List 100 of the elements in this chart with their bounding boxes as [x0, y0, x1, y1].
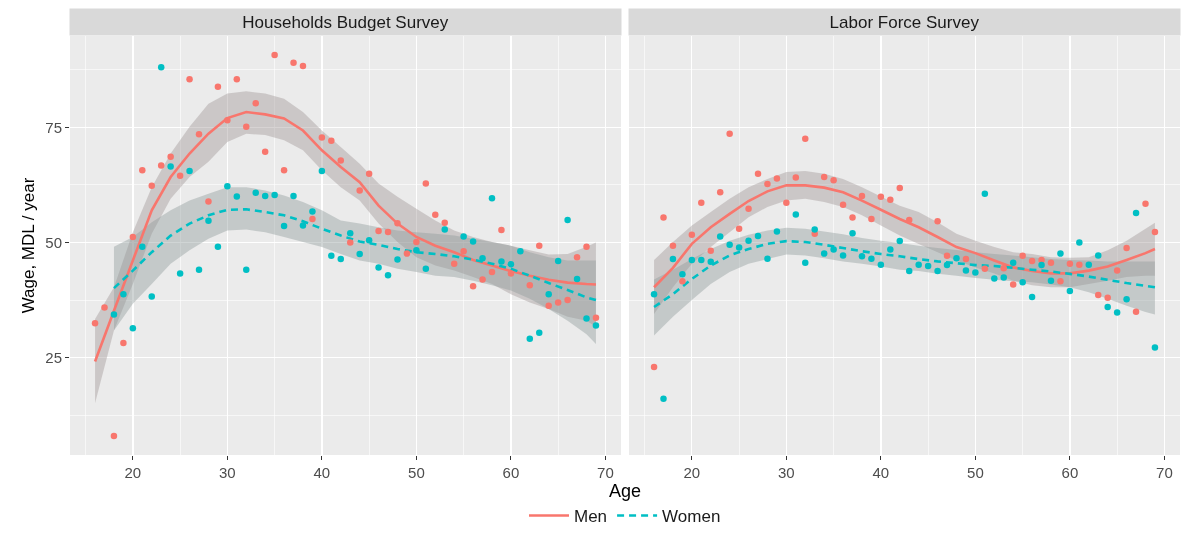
point	[707, 258, 714, 266]
point	[1028, 257, 1036, 265]
point	[413, 238, 420, 246]
point	[243, 123, 250, 131]
x-tick-label: 50	[408, 464, 425, 481]
y-tick-label: 75	[45, 118, 62, 136]
point	[1113, 267, 1121, 274]
x-axis-title: Age	[609, 481, 642, 501]
point	[573, 275, 581, 283]
point	[1066, 287, 1074, 295]
line-series	[112, 208, 598, 302]
point	[186, 167, 193, 175]
point	[479, 254, 486, 262]
point	[290, 192, 297, 200]
point	[110, 311, 118, 318]
chart-title: Labor Force Survey	[829, 12, 980, 32]
point	[660, 214, 667, 221]
point	[101, 304, 108, 311]
point	[148, 182, 155, 190]
point	[981, 190, 989, 197]
point	[1066, 260, 1074, 267]
x-tick-label: 60	[502, 464, 520, 481]
point	[309, 208, 316, 215]
point	[224, 117, 231, 124]
x-tick-label: 20	[124, 464, 142, 481]
point	[186, 76, 193, 83]
point	[290, 59, 297, 66]
point	[698, 199, 705, 207]
point	[526, 335, 534, 343]
x-tick-label: 50	[967, 464, 984, 481]
point	[887, 246, 894, 253]
point	[139, 166, 146, 174]
point	[205, 198, 212, 205]
point	[536, 329, 543, 337]
point	[707, 247, 714, 255]
point	[536, 242, 543, 249]
point	[1104, 303, 1111, 311]
point	[887, 196, 894, 203]
point	[337, 255, 345, 263]
point	[688, 231, 696, 238]
point	[698, 256, 705, 264]
y-axis-title: Wage, MDL / year	[18, 177, 38, 314]
point	[91, 319, 99, 327]
point	[488, 268, 496, 276]
point	[754, 170, 762, 178]
point	[1095, 252, 1102, 259]
point	[365, 170, 373, 178]
point	[318, 167, 326, 175]
point	[365, 236, 373, 244]
x-tick-label: 30	[219, 464, 236, 481]
point	[488, 195, 496, 202]
point	[526, 282, 534, 289]
point	[545, 290, 552, 298]
point	[915, 261, 922, 268]
point	[564, 296, 571, 304]
point	[205, 217, 212, 225]
point	[1104, 294, 1111, 302]
point	[139, 243, 146, 250]
point	[1123, 244, 1130, 252]
point	[905, 216, 913, 224]
x-tick-label: 30	[778, 464, 795, 481]
point	[1085, 261, 1093, 268]
point	[422, 265, 430, 273]
point	[962, 267, 970, 274]
point	[811, 226, 818, 233]
x-tick-label: 70	[597, 464, 614, 481]
point	[735, 244, 743, 251]
x-tick-label: 40	[872, 464, 890, 481]
point	[1009, 281, 1017, 288]
point	[554, 299, 562, 306]
point	[1132, 209, 1140, 217]
legend-label: Women	[662, 507, 721, 527]
point	[346, 230, 354, 237]
point	[1019, 278, 1026, 286]
point	[110, 432, 118, 440]
point	[839, 201, 847, 208]
point	[214, 243, 222, 250]
point	[243, 266, 250, 273]
point	[375, 264, 382, 271]
point	[1132, 308, 1140, 315]
point	[432, 211, 439, 219]
point	[157, 162, 165, 169]
point	[233, 193, 241, 200]
point	[403, 250, 411, 257]
point	[413, 247, 420, 254]
point	[660, 395, 667, 403]
chart-title: Households Budget Survey	[242, 12, 449, 32]
point	[129, 324, 137, 332]
point	[346, 239, 354, 246]
point	[507, 270, 515, 277]
point	[839, 252, 847, 259]
point	[650, 363, 658, 371]
point	[176, 270, 184, 277]
point	[981, 265, 989, 273]
point	[764, 180, 771, 188]
x-tick-label: 20	[683, 464, 701, 481]
point	[592, 322, 600, 329]
point	[669, 242, 677, 249]
point	[498, 258, 505, 265]
point	[148, 293, 155, 300]
